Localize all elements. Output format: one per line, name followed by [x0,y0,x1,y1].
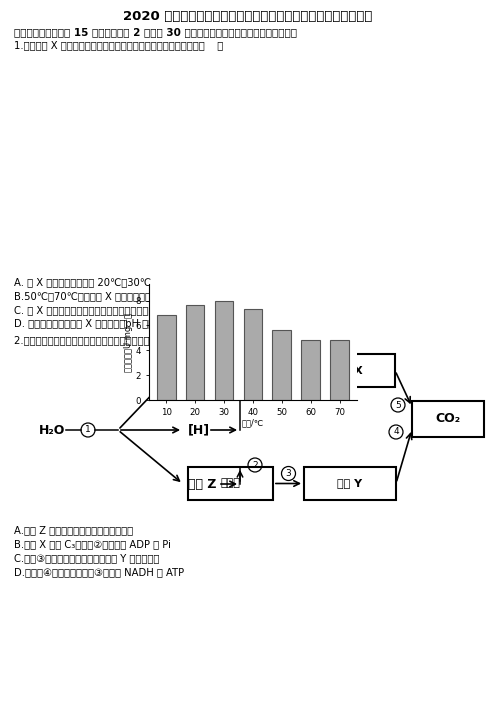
Text: 4: 4 [393,428,399,437]
Y-axis label: 酶的活性（U·mg⁻¹）: 酶的活性（U·mg⁻¹） [124,312,133,372]
Bar [330,340,349,400]
Text: 一、选择题：本题共 15 小题，每小题 2 分，共 30 分。每小题只有一个选项符合题目要求。: 一、选择题：本题共 15 小题，每小题 2 分，共 30 分。每小题只有一个选项… [14,27,297,37]
Text: O₂: O₂ [188,355,204,369]
Text: 1: 1 [85,425,91,435]
Text: H₂O: H₂O [39,423,65,437]
Text: D. 在不同温度下测定酶 X 的活性时，pH 等无关变量对实验结果无影响: D. 在不同温度下测定酶 X 的活性时，pH 等无关变量对实验结果无影响 [14,319,220,329]
Text: 2.下图为绿色植物进行光合作用和细胞呼吸的过程简图，下列有关叙述错误的是（    ）: 2.下图为绿色植物进行光合作用和细胞呼吸的过程简图，下列有关叙述错误的是（ ） [14,335,252,345]
Text: C.过程③发生在细胞质基质中，物质 Y 表示丙酮酸: C.过程③发生在细胞质基质中，物质 Y 表示丙酮酸 [14,553,159,563]
Bar [305,354,395,387]
Bar [412,401,484,437]
Text: D.与过程④相比，只有过程③中产生 NADH 和 ATP: D.与过程④相比，只有过程③中产生 NADH 和 ATP [14,567,184,577]
Text: A. 酶 X 的最适温度范围是 20℃～30℃: A. 酶 X 的最适温度范围是 20℃～30℃ [14,277,151,287]
Text: 葡萄糖: 葡萄糖 [221,479,241,489]
Bar [186,305,204,400]
X-axis label: 温度/℃: 温度/℃ [242,418,264,428]
Text: 2020 届江苏省盐城中学高三生物上学期期中考试试题及答案解析: 2020 届江苏省盐城中学高三生物上学期期中考试试题及答案解析 [124,10,372,23]
Text: 物质 X: 物质 X [337,366,363,376]
Bar [302,340,320,400]
Text: 1.如图是酶 X 的活性与温度的关系示意图，下列有关分析正确的是（    ）: 1.如图是酶 X 的活性与温度的关系示意图，下列有关分析正确的是（ ） [14,40,223,50]
Text: 2: 2 [252,461,258,470]
Bar [304,467,396,500]
Text: C. 酶 X 的化学本质是蛋白质，具有高效性和专一性的特点: C. 酶 X 的化学本质是蛋白质，具有高效性和专一性的特点 [14,305,179,315]
Bar [157,315,176,400]
Text: [H]: [H] [188,423,210,437]
Bar [272,331,291,400]
Text: B.物质 X 表示 C₃，过程②中会产生 ADP 和 Pi: B.物质 X 表示 C₃，过程②中会产生 ADP 和 Pi [14,539,171,549]
Bar [215,300,234,400]
Text: 物质 Y: 物质 Y [337,479,363,489]
Text: 3: 3 [286,469,291,478]
Text: A.物质 Z 由类囊体薄膜向叶绿体基质移动: A.物质 Z 由类囊体薄膜向叶绿体基质移动 [14,525,133,535]
Text: CO₂: CO₂ [435,413,461,425]
Text: 物质 Z: 物质 Z [188,477,216,491]
Bar [244,309,262,400]
Text: B.50℃～70℃高温对酶 X 的空间结构影响不大: B.50℃～70℃高温对酶 X 的空间结构影响不大 [14,291,169,301]
Text: 5: 5 [395,401,401,409]
Bar [188,467,273,500]
